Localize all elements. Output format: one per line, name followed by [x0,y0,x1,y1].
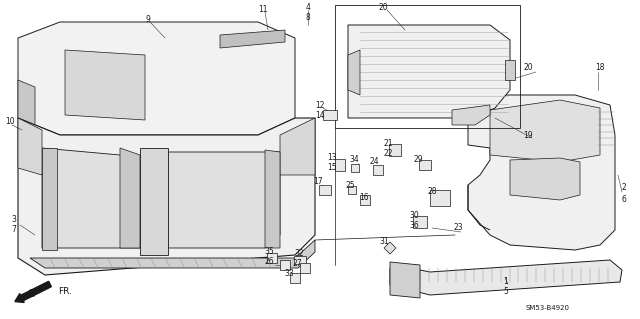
Text: 9: 9 [145,16,150,25]
Polygon shape [18,118,315,275]
Text: 12: 12 [316,100,324,109]
Text: 22: 22 [383,149,393,158]
Text: 21: 21 [383,138,393,147]
Polygon shape [65,50,145,120]
Text: 23: 23 [453,224,463,233]
Text: 13: 13 [327,153,337,162]
Text: 28: 28 [428,187,436,196]
Bar [419,160,431,170]
Text: 16: 16 [359,192,369,202]
Text: 7: 7 [12,226,17,234]
Text: 27: 27 [292,258,302,268]
Text: 3: 3 [12,216,17,225]
Bar [373,165,383,175]
Polygon shape [140,148,168,255]
Text: 32: 32 [294,249,304,258]
Bar [290,273,300,283]
Text: 20: 20 [378,4,388,12]
Bar [430,190,450,206]
Text: FR.: FR. [58,287,72,296]
Polygon shape [348,50,360,95]
Polygon shape [30,240,315,268]
Bar [348,186,356,194]
Bar [267,253,277,263]
Polygon shape [468,95,615,250]
Polygon shape [120,148,140,248]
Bar [294,256,306,264]
Text: 29: 29 [413,155,423,165]
Polygon shape [18,118,42,175]
Polygon shape [510,158,580,200]
Text: 19: 19 [523,130,533,139]
Text: 14: 14 [315,110,325,120]
Text: 11: 11 [259,5,268,14]
Text: 36: 36 [409,220,419,229]
Text: 2: 2 [621,183,627,192]
Polygon shape [390,260,622,295]
Text: 20: 20 [523,63,533,72]
Bar [323,110,337,120]
Bar [335,159,345,171]
Polygon shape [280,118,315,175]
Text: 30: 30 [409,211,419,219]
Polygon shape [220,30,285,48]
Text: 24: 24 [369,158,379,167]
Bar [300,263,310,273]
Text: 35: 35 [264,248,274,256]
Text: SM53-B4920: SM53-B4920 [526,305,570,311]
Bar [413,216,427,228]
Text: 6: 6 [621,196,627,204]
Text: 26: 26 [264,257,274,266]
Text: 4: 4 [305,4,310,12]
Text: 33: 33 [284,269,294,278]
Text: 34: 34 [349,155,359,165]
Text: 8: 8 [306,13,310,23]
Text: 15: 15 [327,164,337,173]
Polygon shape [42,148,57,250]
Bar [360,195,370,205]
Text: 25: 25 [345,181,355,189]
Polygon shape [18,22,295,135]
FancyArrow shape [15,281,51,302]
Polygon shape [390,262,420,298]
Polygon shape [505,60,515,80]
Bar [319,185,331,195]
Text: 10: 10 [5,117,15,127]
Polygon shape [384,242,396,254]
Polygon shape [265,150,280,248]
Polygon shape [18,80,35,125]
Polygon shape [452,105,490,125]
Polygon shape [168,152,280,248]
Polygon shape [348,25,510,118]
Text: 31: 31 [379,238,389,247]
Bar [280,260,290,270]
Bar [351,164,359,172]
Polygon shape [490,100,600,162]
Bar [389,144,401,156]
Text: 18: 18 [595,63,605,72]
Text: 1: 1 [504,278,508,286]
Text: 5: 5 [504,287,508,296]
Polygon shape [42,148,140,248]
Text: 17: 17 [313,177,323,187]
